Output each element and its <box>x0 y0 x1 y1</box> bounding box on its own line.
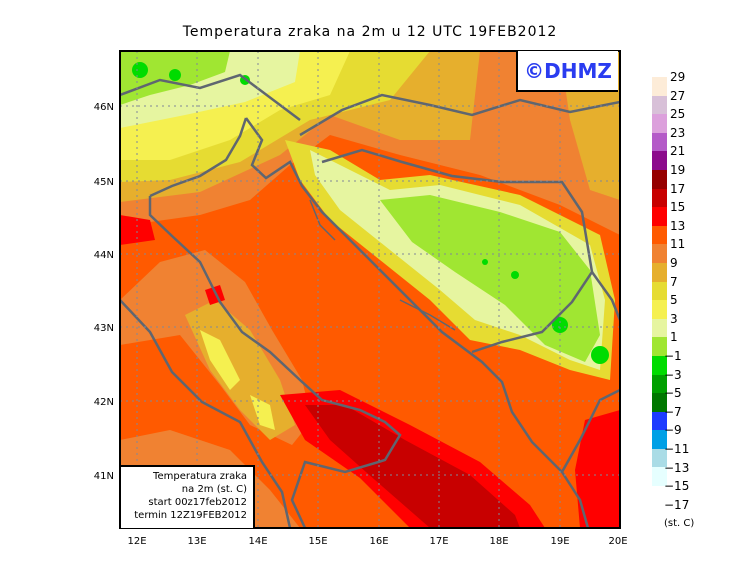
legend-swatch <box>652 281 667 301</box>
legend-swatch <box>652 262 667 282</box>
legend-label: 5 <box>670 293 678 308</box>
map-title: Temperatura zraka na 2m u 12 UTC 19FEB20… <box>182 24 558 40</box>
legend-unit: (st. C) <box>664 518 695 529</box>
coastlines-borders <box>120 73 620 528</box>
legend-label: −1 <box>664 349 682 363</box>
dhmz-logo: ©DHMZ <box>516 51 618 92</box>
legend-label: −13 <box>664 460 690 475</box>
legend-swatch <box>652 169 667 189</box>
graticule <box>120 51 620 528</box>
legend-label: −9 <box>664 423 682 438</box>
lat-label: 44N <box>94 250 114 261</box>
legend-label: −15 <box>664 479 690 494</box>
legend-label: 11 <box>670 237 686 252</box>
legend-swatch <box>652 151 667 170</box>
legend-swatch <box>652 318 667 338</box>
legend-swatch <box>652 132 667 152</box>
legend-swatch <box>652 374 667 394</box>
legend-swatch <box>652 95 667 115</box>
legend-label: 23 <box>670 125 686 140</box>
legend-label: 29 <box>670 70 686 84</box>
legend-swatch <box>652 77 667 96</box>
info-box: Temperatura zraka na 2m (st. C) start 00… <box>121 465 255 528</box>
legend-label: 1 <box>670 330 678 345</box>
lon-label: 15E <box>308 536 327 547</box>
map-frame <box>119 50 621 529</box>
legend-label: −17 <box>664 497 690 512</box>
legend-swatch <box>652 244 667 263</box>
legend-swatch <box>652 337 667 356</box>
lat-label: 43N <box>94 323 114 334</box>
lat-label: 41N <box>94 471 114 482</box>
legend-label: 9 <box>670 256 678 270</box>
info-line: na 2m (st. C) <box>181 484 247 495</box>
legend-swatch <box>652 188 667 208</box>
lon-label: 17E <box>429 536 448 547</box>
legend-label: 25 <box>670 107 686 122</box>
legend-label: 15 <box>670 200 686 215</box>
legend-swatch <box>652 207 667 226</box>
legend-swatch <box>652 114 667 133</box>
legend-swatch <box>652 430 667 449</box>
legend-label: −11 <box>664 442 690 456</box>
legend-label: −7 <box>664 404 682 419</box>
legend-label: 27 <box>670 88 686 103</box>
lon-label: 14E <box>248 536 267 547</box>
legend-swatch <box>652 411 667 431</box>
lon-label: 18E <box>489 536 508 547</box>
legend-swatch <box>652 355 667 375</box>
color-legend: 29 27 25 23 21 19 17 15 13 11 9 7 5 3 1 −1 −3 −5 −7 −9 −11 −1… <box>652 71 689 511</box>
lon-axis: 12E 13E 14E 15E 16E 17E 18E 19E 20E <box>127 536 627 547</box>
legend-label: −3 <box>664 367 682 382</box>
legend-swatch <box>652 467 667 487</box>
legend-swatch <box>652 225 667 245</box>
lat-label: 42N <box>94 397 114 408</box>
lon-label: 20E <box>608 536 627 547</box>
lat-axis: 46N 45N 44N 43N 42N 41N <box>94 102 114 482</box>
lat-label: 45N <box>94 177 114 188</box>
legend-swatch <box>652 448 667 468</box>
legend-swatch <box>652 300 667 319</box>
lon-label: 13E <box>187 536 206 547</box>
legend-label: −5 <box>664 386 682 401</box>
lon-label: 19E <box>550 536 569 547</box>
lat-label: 46N <box>94 102 114 113</box>
legend-label: 19 <box>670 163 686 177</box>
legend-label: 13 <box>670 218 686 233</box>
legend-swatch <box>652 393 667 412</box>
lon-label: 16E <box>369 536 388 547</box>
legend-label: 3 <box>670 311 678 326</box>
legend-label: 7 <box>670 274 678 289</box>
info-line: termin 12Z19FEB2012 <box>134 510 247 521</box>
lon-label: 12E <box>127 536 146 547</box>
info-line: start 00z17feb2012 <box>148 497 247 508</box>
info-line: Temperatura zraka <box>153 471 247 482</box>
legend-label: 17 <box>670 181 686 196</box>
legend-label: 21 <box>670 144 686 159</box>
